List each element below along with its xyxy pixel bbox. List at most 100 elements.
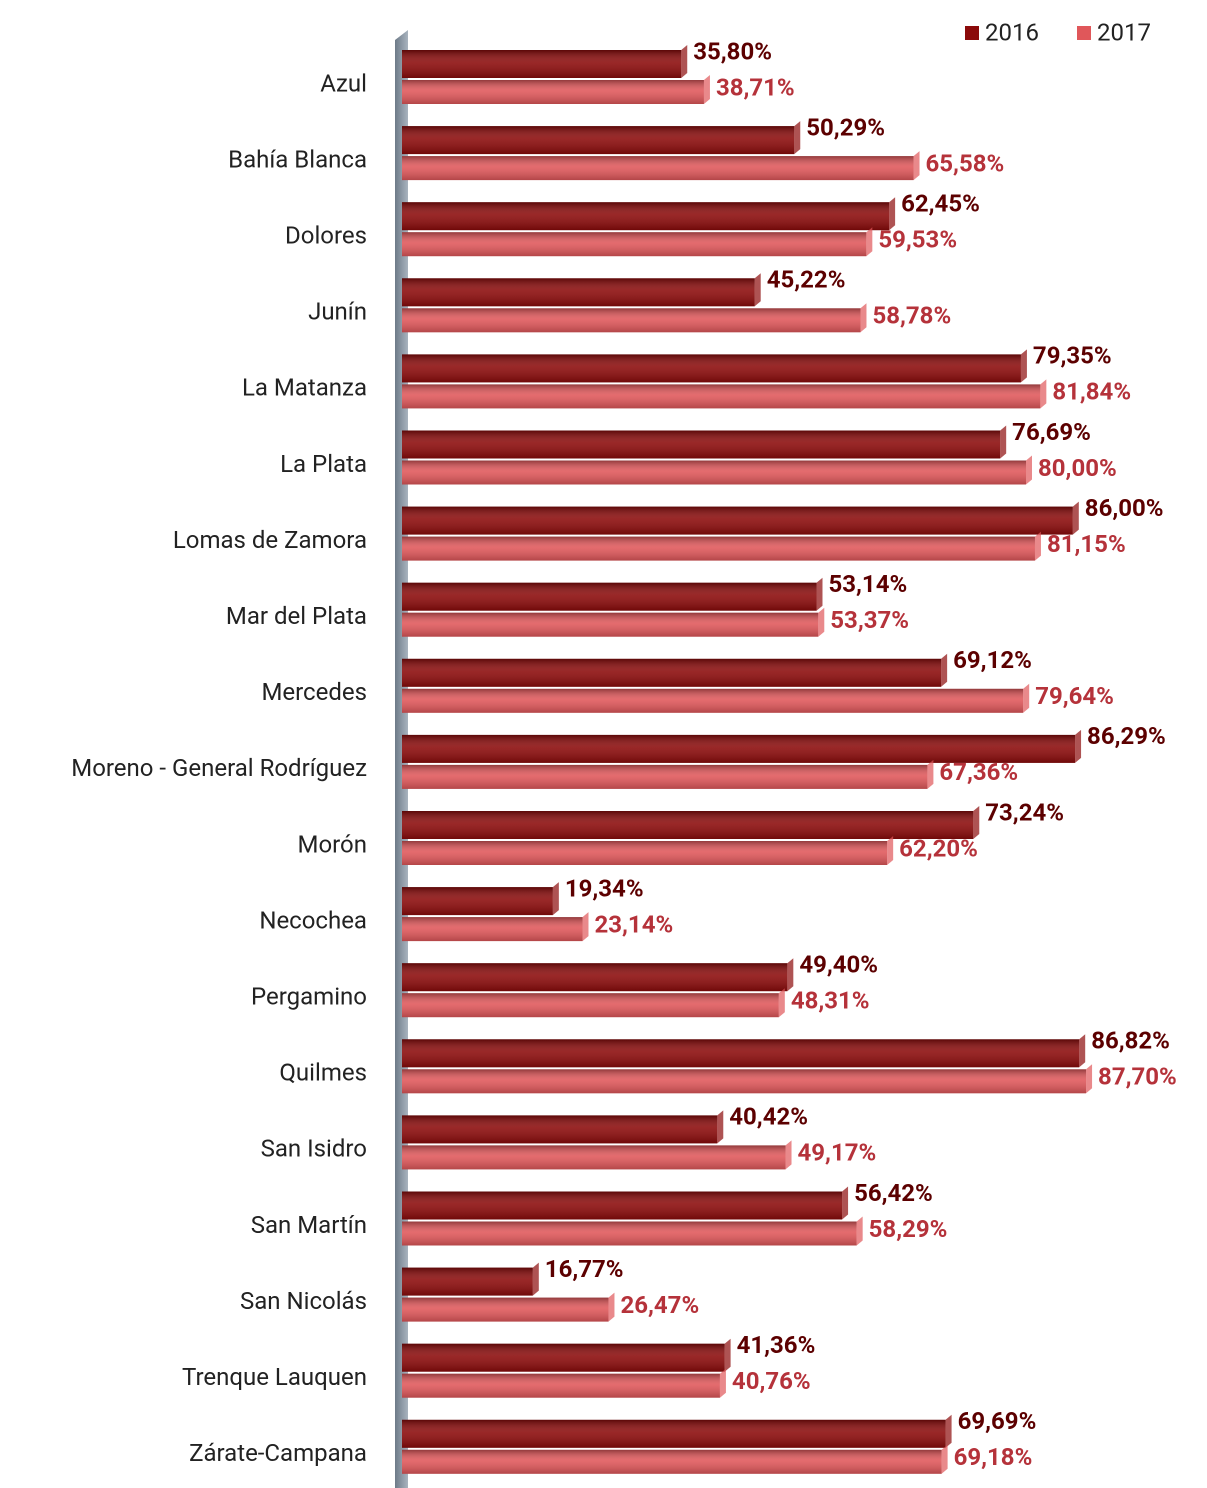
bar-side <box>941 1444 948 1474</box>
value-label: 81,15% <box>1047 530 1126 558</box>
bar-shade <box>402 993 779 1018</box>
value-label: 79,64% <box>1035 682 1114 710</box>
bar-shade <box>402 1115 718 1144</box>
category-label: Necochea <box>259 906 367 934</box>
bar-side <box>1000 425 1007 459</box>
bar-side <box>1023 683 1030 713</box>
bar-side <box>816 577 823 611</box>
bar-shade <box>402 308 861 333</box>
value-label: 62,45% <box>901 190 980 218</box>
bar-side <box>532 1262 539 1296</box>
value-label: 19,34% <box>565 874 644 902</box>
bar-side <box>778 988 785 1018</box>
value-label: 49,40% <box>799 951 878 979</box>
bar-side <box>1079 1034 1086 1068</box>
bar-shade <box>402 1449 942 1474</box>
bar-side <box>1075 729 1082 763</box>
bar-side <box>794 121 801 155</box>
bar-shade <box>402 734 1076 763</box>
value-label: 53,14% <box>828 570 907 598</box>
value-label: 56,42% <box>854 1179 933 1207</box>
legend-swatch <box>1077 26 1091 40</box>
value-label: 62,20% <box>899 834 978 862</box>
legend-label: 2016 <box>985 18 1039 46</box>
bar-side <box>681 45 688 78</box>
bar-side <box>945 1414 952 1448</box>
category-label: Junín <box>308 298 367 326</box>
bar-shade <box>402 1297 609 1322</box>
bar-shade <box>402 582 817 611</box>
bar-side <box>866 227 873 257</box>
bar-shade <box>402 1145 786 1170</box>
value-label: 45,22% <box>767 266 846 294</box>
category-label: La Plata <box>280 450 367 478</box>
bar-side <box>973 806 980 839</box>
bar-side <box>941 653 948 687</box>
value-label: 87,70% <box>1098 1063 1177 1091</box>
bar-side <box>842 1186 849 1220</box>
value-label: 86,29% <box>1087 722 1166 750</box>
bar-shade <box>402 50 682 78</box>
bar-shade <box>402 354 1021 383</box>
bar-shade <box>402 430 1001 459</box>
bar-shade <box>402 764 928 789</box>
bar-shade <box>402 1267 533 1296</box>
bar-side <box>724 1338 731 1372</box>
value-label: 79,35% <box>1033 342 1112 370</box>
bar-side <box>889 197 896 231</box>
bar-shade <box>402 506 1073 535</box>
value-label: 48,31% <box>791 987 870 1015</box>
bar-side <box>787 958 794 992</box>
value-label: 16,77% <box>545 1255 624 1283</box>
bar-shade <box>402 841 888 865</box>
bar-shade <box>402 460 1026 485</box>
bar-shade <box>402 156 914 181</box>
value-label: 35,80% <box>693 37 772 65</box>
value-label: 40,42% <box>729 1103 808 1131</box>
category-label: Moreno - General Rodríguez <box>71 754 367 782</box>
bar-side <box>754 273 761 307</box>
category-label: Morón <box>298 830 367 858</box>
bar-side <box>608 1292 615 1322</box>
bar-shade <box>402 917 583 942</box>
bar-shade <box>402 384 1041 409</box>
bar-side <box>717 1110 724 1144</box>
value-label: 58,29% <box>869 1215 948 1243</box>
value-label: 58,78% <box>872 302 951 330</box>
bar-shade <box>402 887 553 916</box>
legend-swatch <box>965 26 979 40</box>
bar-side <box>887 836 894 865</box>
bar-side <box>860 303 867 333</box>
bar-side <box>582 912 589 942</box>
bar-shade <box>402 612 819 637</box>
category-label: Azul <box>320 69 367 97</box>
category-label: Lomas de Zamora <box>173 526 367 554</box>
bar-side <box>552 882 559 916</box>
value-label: 49,17% <box>798 1139 877 1167</box>
bar-shade <box>402 1221 857 1246</box>
bar-side <box>818 607 825 637</box>
category-label: San Martín <box>251 1211 367 1239</box>
bar-shade <box>402 658 942 687</box>
bar-shade <box>402 232 867 257</box>
bar-side <box>785 1140 792 1170</box>
bar-shade <box>402 1373 720 1398</box>
bar-side <box>719 1368 726 1398</box>
category-label: Pergamino <box>251 983 367 1011</box>
category-label: La Matanza <box>242 374 367 402</box>
bar-side <box>1026 455 1032 485</box>
value-label: 59,53% <box>878 226 957 254</box>
value-label: 80,00% <box>1038 454 1117 482</box>
bar-shade <box>402 688 1024 713</box>
value-label: 69,12% <box>953 646 1032 674</box>
value-label: 73,24% <box>985 798 1064 826</box>
category-label: Trenque Lauquen <box>182 1363 367 1391</box>
category-label: Dolores <box>285 222 367 250</box>
value-label: 41,36% <box>737 1331 816 1359</box>
bar-shade <box>402 811 974 839</box>
bar-side <box>1086 1064 1093 1094</box>
bar-shade <box>402 1343 725 1372</box>
bar-shade <box>402 1419 946 1448</box>
